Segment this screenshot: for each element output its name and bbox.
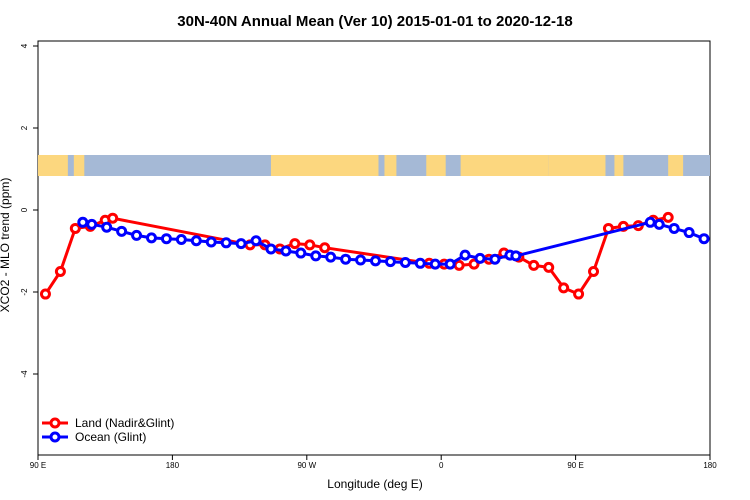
legend-land-label: Land (Nadir&Glint)	[75, 416, 174, 430]
legend: Land (Nadir&Glint) Ocean (Glint)	[42, 416, 174, 444]
y-axis-label: XCO2 - MLO trend (ppm)	[0, 178, 12, 313]
x-axis: 90 E 180 90 W 0 90 E 180	[30, 455, 717, 470]
map-land-2	[270, 155, 379, 176]
world-map-strip	[38, 155, 710, 176]
map-land-7	[614, 155, 624, 176]
series-1-point-4	[131, 229, 143, 241]
y-tick-label-2: 0	[20, 207, 29, 212]
y-axis: 4 2 0 -2 -4	[20, 43, 38, 378]
series-0-point-0	[39, 288, 51, 300]
series-0-point-1	[54, 266, 66, 277]
series-1-point-20	[369, 255, 381, 267]
map-land-4	[426, 155, 446, 176]
series-1-point-17	[325, 251, 337, 263]
plot-frame	[37, 40, 711, 456]
map-land-5	[460, 155, 549, 176]
series-0-point-11	[319, 242, 331, 254]
series-1-point-22	[399, 256, 411, 268]
series-1-point-10	[220, 237, 232, 249]
x-tick-label-3: 0	[439, 461, 444, 470]
series-1-point-35	[698, 233, 710, 245]
map-land-6	[548, 155, 606, 176]
series-1-point-19	[355, 254, 367, 266]
series-1-point-2	[101, 221, 113, 233]
x-tick-label-4: 90 E	[567, 461, 583, 470]
series-1-point-30	[510, 250, 522, 262]
series-0-point-20	[543, 261, 555, 273]
series-1-point-16	[310, 250, 322, 262]
series-1-point-21	[384, 256, 396, 268]
series-1-point-7	[175, 234, 187, 246]
series-1-point-5	[145, 232, 157, 244]
series-1-point-3	[116, 225, 128, 237]
series-1-point-28	[489, 253, 501, 265]
legend-land-marker	[49, 417, 61, 429]
series-0-point-22	[573, 288, 585, 300]
map-land-8	[668, 155, 684, 176]
series-1-point-8	[190, 235, 202, 247]
x-tick-label-1: 180	[166, 461, 180, 470]
series-0-point-23	[588, 266, 600, 277]
y-tick-label-3: -2	[20, 288, 29, 296]
series-0-point-21	[558, 282, 570, 294]
y-tick-label-1: 2	[20, 125, 29, 130]
series-1-point-23	[414, 257, 426, 269]
series-1-point-27	[474, 252, 486, 264]
series-1-point-31	[644, 216, 656, 228]
y-tick-label-4: -4	[20, 370, 29, 378]
series-1-point-26	[459, 249, 471, 261]
series-1-point-0	[77, 216, 89, 228]
series-0-point-10	[304, 239, 316, 251]
series-0-point-5	[107, 212, 119, 224]
x-tick-label-5: 180	[703, 461, 717, 470]
x-tick-label-2: 90 W	[297, 461, 316, 470]
series-0-point-2	[69, 222, 81, 234]
series-1-point-11	[235, 238, 247, 250]
series-0-line	[44, 215, 669, 296]
series-layer	[39, 211, 710, 300]
series-0-point-14	[453, 259, 465, 271]
map-land-0	[38, 155, 68, 176]
series-0-point-19	[528, 259, 540, 271]
chart-title: 30N-40N Annual Mean (Ver 10) 2015-01-01 …	[177, 13, 572, 30]
series-1-point-24	[429, 258, 441, 270]
series-1-point-14	[280, 245, 292, 257]
series-1-point-34	[683, 227, 695, 239]
x-axis-label: Longitude (deg E)	[327, 477, 422, 491]
series-1-point-9	[205, 236, 217, 248]
legend-ocean-marker	[49, 431, 61, 443]
series-1-point-6	[160, 233, 172, 245]
series-0-point-28	[662, 211, 674, 223]
map-land-3	[384, 155, 397, 176]
series-1-point-12	[250, 235, 262, 247]
map-land-1	[73, 155, 85, 176]
series-1-point-25	[444, 258, 456, 270]
series-1-point-18	[340, 253, 352, 265]
series-1-point-1	[86, 218, 98, 230]
series-1-point-13	[265, 243, 277, 255]
y-tick-label-0: 4	[20, 43, 29, 48]
series-1-point-15	[295, 247, 307, 259]
series-1-point-33	[668, 222, 680, 234]
legend-ocean-label: Ocean (Glint)	[75, 430, 146, 444]
series-1-point-32	[653, 218, 665, 230]
series-0-point-9	[289, 238, 301, 250]
x-tick-label-0: 90 E	[30, 461, 46, 470]
